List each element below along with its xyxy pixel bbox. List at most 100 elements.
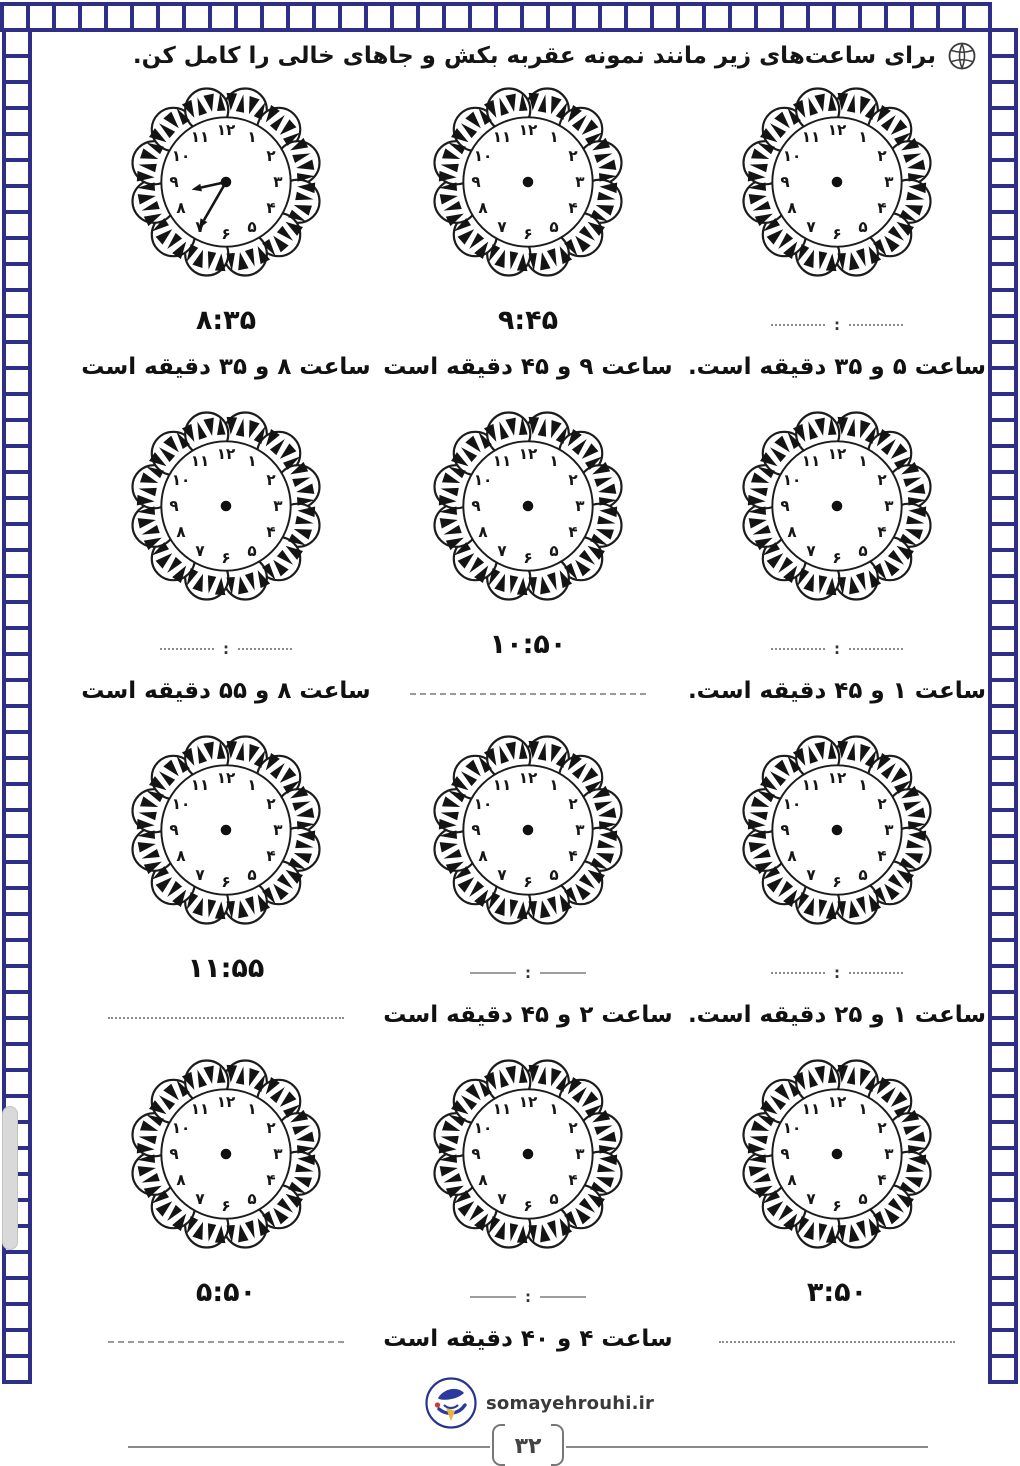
page-border-left [2,28,32,1457]
svg-text:۲: ۲ [266,471,276,489]
border-link [962,2,992,32]
svg-text:۱: ۱ [549,128,558,146]
svg-text:۴: ۴ [266,847,275,865]
sentence-blank-field [108,1332,344,1352]
svg-text:۲: ۲ [568,147,578,165]
blank-minutes-line [470,1296,516,1298]
svg-text:۸: ۸ [478,847,488,865]
svg-text:۱۲: ۱۲ [828,769,847,787]
svg-text:۵: ۵ [549,218,558,236]
svg-text:۱۲: ۱۲ [828,1093,847,1111]
svg-text:۶: ۶ [523,873,532,891]
svg-text:۴: ۴ [568,847,577,865]
clock-cell: ۱۲ ۱ ۲ ۳ ۴ ۵ ۶ ۷ ۸ ۹ ۱۰ ۱۱: ساعت ۱ و ۴۵ دقیقه است. [674,408,1000,732]
sentence-label: ساعت ۴ و ۴۰ دقیقه است [383,1326,673,1352]
svg-text:۳: ۳ [575,497,585,515]
svg-text:۱۰: ۱۰ [474,147,493,165]
svg-text:۶: ۶ [221,1197,230,1215]
blank-minutes-line [771,324,825,326]
blank-minutes-line [771,648,825,650]
svg-text:۲: ۲ [266,147,276,165]
svg-text:۲: ۲ [266,795,276,813]
time-label: ۵:۵۰ [195,1277,257,1308]
svg-text:۷: ۷ [806,218,816,236]
svg-text:۴: ۴ [568,523,577,541]
sentence-label: ساعت ۲ و ۴۵ دقیقه است [383,1002,673,1028]
svg-text:۱۰: ۱۰ [172,795,191,813]
svg-text:۱۱: ۱۱ [802,452,821,470]
clock-cell: ۱۲ ۱ ۲ ۳ ۴ ۵ ۶ ۷ ۸ ۹ ۱۰ ۱۱ ۹:۴۵ ساعت ۹ و ۴۵ دقیقه است [382,84,674,408]
svg-text:۸: ۸ [478,199,488,217]
svg-text:۱: ۱ [549,452,558,470]
svg-text:۶: ۶ [523,1197,532,1215]
clock-face-blank: ۱۲ ۱ ۲ ۳ ۴ ۵ ۶ ۷ ۸ ۹ ۱۰ ۱۱ [128,732,324,928]
svg-text:۶: ۶ [832,1197,841,1215]
time-colon: : [834,963,840,982]
svg-text:۱۱: ۱۱ [802,1100,821,1118]
time-label: ۱۱:۵۵ [187,953,265,984]
svg-text:۱۰: ۱۰ [172,1119,191,1137]
svg-text:۱۲: ۱۲ [519,1093,538,1111]
sentence-blank-field [719,1332,955,1352]
svg-text:۶: ۶ [523,225,532,243]
svg-text:۴: ۴ [266,199,275,217]
site-logo-icon [424,1376,478,1430]
svg-text:۶: ۶ [832,549,841,567]
svg-text:۱۱: ۱۱ [493,128,512,146]
blank-sentence-line [108,1341,344,1343]
svg-text:۹: ۹ [780,1145,789,1163]
svg-text:۱۰: ۱۰ [474,795,493,813]
time-label: ۱۰:۵۰ [489,629,567,660]
svg-text:۶: ۶ [221,549,230,567]
svg-text:۱: ۱ [858,452,867,470]
blank-minutes-line [470,972,516,974]
svg-text:۵: ۵ [858,866,867,884]
svg-text:۶: ۶ [832,873,841,891]
svg-text:۳: ۳ [884,173,894,191]
svg-text:۱: ۱ [247,1100,256,1118]
svg-text:۱۲: ۱۲ [828,445,847,463]
svg-text:۳: ۳ [575,821,585,839]
blank-minutes-line [771,972,825,974]
border-link [988,1354,1018,1384]
svg-text:۱۱: ۱۱ [802,776,821,794]
svg-text:۵: ۵ [247,866,256,884]
svg-text:۱۱: ۱۱ [191,776,210,794]
footer-line-right [566,1446,929,1448]
svg-text:۳: ۳ [884,1145,894,1163]
svg-text:۲: ۲ [568,795,578,813]
time-label: ۳:۵۰ [806,1277,868,1308]
clock-cell: ۱۲ ۱ ۲ ۳ ۴ ۵ ۶ ۷ ۸ ۹ ۱۰ ۱۱ ۱۱:۵۵ [70,732,382,1056]
svg-text:۴: ۴ [568,1171,577,1189]
clock-cell: ۱۲ ۱ ۲ ۳ ۴ ۵ ۶ ۷ ۸ ۹ ۱۰ ۱۱ ۱۰:۵۰ [382,408,674,732]
svg-text:۱۰: ۱۰ [783,795,802,813]
svg-text:۲: ۲ [877,1119,887,1137]
svg-text:۴: ۴ [877,523,886,541]
svg-text:۱۱: ۱۱ [191,1100,210,1118]
svg-text:۷: ۷ [497,1190,507,1208]
svg-text:۹: ۹ [780,173,789,191]
svg-text:۸: ۸ [176,199,186,217]
svg-text:۷: ۷ [195,542,205,560]
svg-text:۱: ۱ [247,452,256,470]
scrollbar-thumb[interactable] [2,1106,18,1250]
svg-text:۱: ۱ [247,128,256,146]
svg-text:۷: ۷ [195,1190,205,1208]
clock-cell: ۱۲ ۱ ۲ ۳ ۴ ۵ ۶ ۷ ۸ ۹ ۱۰ ۱۱: ساعت ۴ و ۴۰ دقیقه است [382,1056,674,1380]
clock-face-blank: ۱۲ ۱ ۲ ۳ ۴ ۵ ۶ ۷ ۸ ۹ ۱۰ ۱۱ [430,1056,626,1252]
blank-hours-line [540,972,586,974]
svg-text:۱۱: ۱۱ [493,452,512,470]
svg-text:۱۰: ۱۰ [783,1119,802,1137]
svg-text:۱۲: ۱۲ [828,121,847,139]
svg-text:۹: ۹ [169,497,178,515]
svg-text:۴: ۴ [266,523,275,541]
blank-sentence-line [719,1341,955,1343]
svg-text:۶: ۶ [221,873,230,891]
svg-text:۸: ۸ [478,1171,488,1189]
clock-face-blank: ۱۲ ۱ ۲ ۳ ۴ ۵ ۶ ۷ ۸ ۹ ۱۰ ۱۱ [128,1056,324,1252]
svg-text:۵: ۵ [549,542,558,560]
svg-text:۳: ۳ [273,1145,283,1163]
svg-text:۹: ۹ [471,497,480,515]
